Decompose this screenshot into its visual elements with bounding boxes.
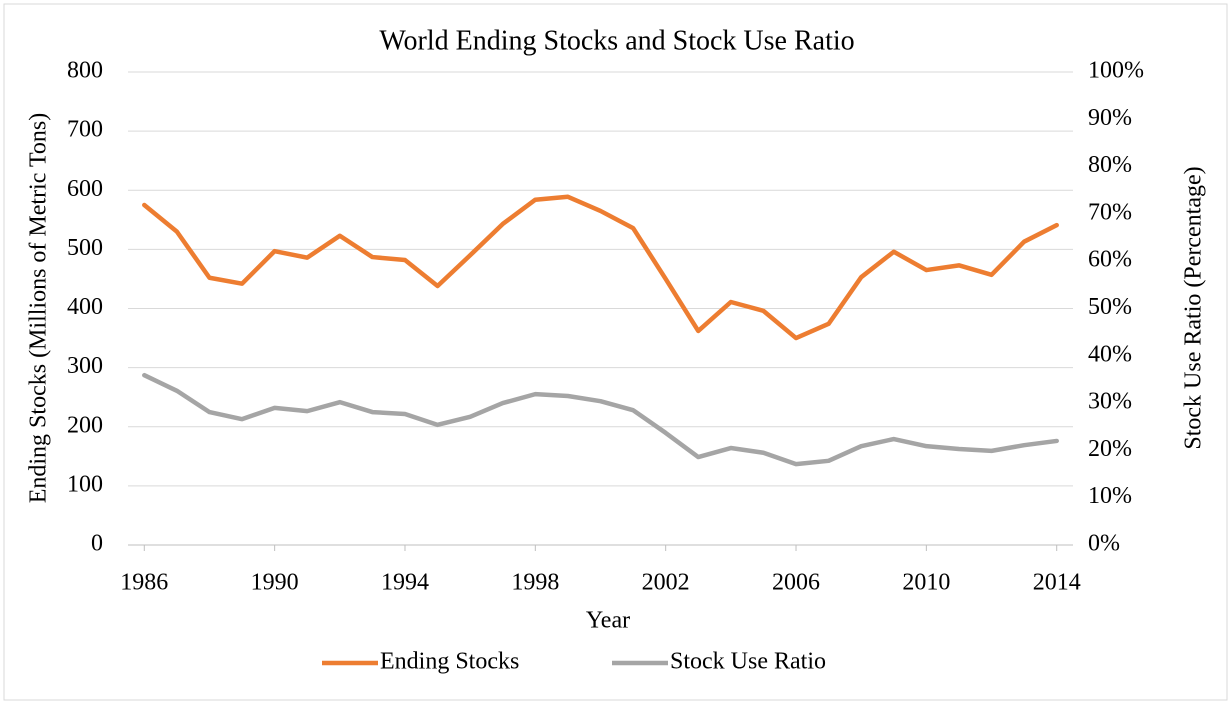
x-tick-label: 2010 (902, 570, 950, 596)
y2-tick-label: 0% (1088, 531, 1120, 557)
y2-tick-label: 70% (1088, 199, 1132, 225)
x-tick-label: 1998 (511, 570, 559, 596)
y-tick-label: 500 (67, 235, 103, 261)
x-tick-label: 1990 (251, 570, 299, 596)
series-line (142, 372, 1059, 467)
y2-tick-label: 80% (1088, 152, 1132, 178)
y-tick-label: 600 (67, 176, 103, 202)
y2-tick-label: 50% (1088, 294, 1132, 320)
x-axis-label: Year (586, 608, 630, 634)
legend-label: Stock Use Ratio (670, 649, 826, 675)
y2-tick-label: 10% (1088, 483, 1132, 509)
y2-tick-label: 100% (1088, 58, 1144, 84)
y2-tick-label: 30% (1088, 389, 1132, 415)
y-tick-label: 100 (67, 471, 103, 497)
x-tick-label: 2002 (642, 570, 690, 596)
y2-tick-label: 60% (1088, 247, 1132, 273)
y-tick-label: 800 (67, 58, 103, 84)
x-tick-label: 2014 (1033, 570, 1081, 596)
y2-tick-label: 40% (1088, 341, 1132, 367)
chart-title: World Ending Stocks and Stock Use Ratio (379, 25, 854, 56)
y2-tick-label: 20% (1088, 436, 1132, 462)
y-tick-label: 0 (91, 531, 103, 557)
series-line (142, 194, 1059, 341)
x-tick-label: 2006 (772, 570, 820, 596)
legend-label: Ending Stocks (380, 649, 519, 675)
x-tick-label: 1994 (381, 570, 429, 596)
x-tick-label: 1986 (120, 570, 168, 596)
y2-axis-label: Stock Use Ratio (Percentage) (1181, 166, 1207, 449)
y2-tick-label: 90% (1088, 105, 1132, 131)
chart-frame (3, 3, 1228, 701)
y-tick-label: 300 (67, 353, 103, 379)
y-axis-label: Ending Stocks (Millions of Metric Tons) (26, 113, 52, 504)
y-tick-label: 200 (67, 412, 103, 438)
y-tick-label: 400 (67, 294, 103, 320)
y-tick-label: 700 (67, 117, 103, 143)
